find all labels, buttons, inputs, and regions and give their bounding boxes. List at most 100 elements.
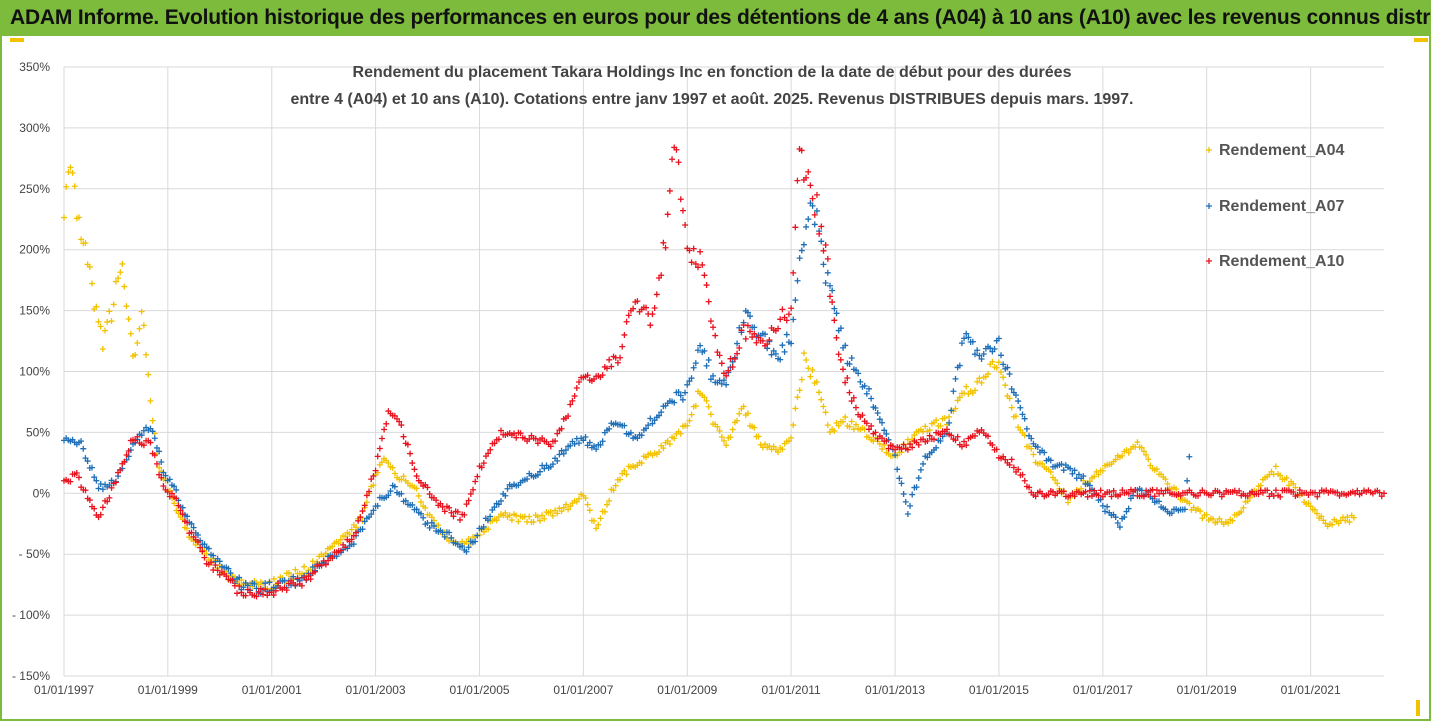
- data-point: [374, 453, 381, 460]
- data-point: [952, 405, 959, 412]
- data-point: [472, 538, 479, 545]
- data-point: [813, 191, 820, 198]
- data-point: [679, 396, 686, 403]
- data-point: [1238, 508, 1245, 515]
- data-point: [580, 437, 587, 444]
- data-point: [816, 230, 823, 237]
- data-point: [1153, 466, 1160, 473]
- data-point: [91, 474, 98, 481]
- header-band: ADAM Informe. Evolution historique des p…: [0, 0, 1431, 36]
- data-point: [173, 486, 180, 493]
- data-point: [692, 360, 699, 367]
- data-point: [978, 379, 985, 386]
- data-point: [601, 508, 608, 515]
- data-point: [1019, 411, 1026, 418]
- data-point: [989, 441, 996, 448]
- data-point: [467, 490, 474, 497]
- data-point: [958, 443, 965, 450]
- data-point: [818, 396, 825, 403]
- data-point: [348, 536, 355, 543]
- data-point: [441, 508, 448, 515]
- data-point: [1318, 513, 1325, 520]
- data-point: [75, 214, 82, 221]
- data-point: [716, 352, 723, 359]
- data-point: [370, 507, 377, 514]
- data-point: [437, 500, 444, 507]
- data-point: [117, 269, 124, 276]
- legend-label: Rendement_A07: [1219, 198, 1344, 215]
- data-point: [164, 488, 171, 495]
- data-point: [863, 390, 870, 397]
- data-point: [1008, 404, 1015, 411]
- data-point: [1320, 517, 1327, 524]
- data-point: [965, 334, 972, 341]
- data-point: [649, 311, 656, 318]
- data-point: [1114, 520, 1121, 527]
- data-point: [307, 576, 314, 583]
- data-point: [1311, 506, 1318, 513]
- data-point: [342, 544, 349, 551]
- data-point: [597, 441, 604, 448]
- data-point: [811, 221, 818, 228]
- data-point: [961, 390, 968, 397]
- data-point: [900, 441, 907, 448]
- data-point: [537, 468, 544, 475]
- data-point: [701, 347, 708, 354]
- data-point: [1101, 508, 1108, 515]
- data-point: [1329, 521, 1336, 528]
- data-point: [1006, 370, 1013, 377]
- data-point: [554, 457, 561, 464]
- data-point: [606, 356, 613, 363]
- x-tick-label: 01/01/2021: [1281, 683, 1341, 697]
- data-point: [855, 370, 862, 377]
- data-point: [1012, 413, 1019, 420]
- data-point: [398, 490, 405, 497]
- data-point: [740, 403, 747, 410]
- data-point: [1021, 415, 1028, 422]
- data-point: [428, 519, 435, 526]
- data-point: [662, 244, 669, 251]
- data-point: [653, 291, 660, 298]
- data-point: [121, 458, 128, 465]
- data-point: [933, 444, 940, 451]
- data-point: [1106, 489, 1113, 496]
- data-point: [1026, 484, 1033, 491]
- data-point: [1006, 461, 1013, 468]
- legend-item: Rendement_A07: [1206, 198, 1344, 215]
- data-point: [517, 430, 524, 437]
- data-point: [565, 413, 572, 420]
- data-point: [484, 517, 491, 524]
- data-point: [718, 360, 725, 367]
- data-point: [684, 422, 691, 429]
- data-point: [424, 484, 431, 491]
- data-point: [156, 464, 163, 471]
- data-point: [309, 563, 316, 570]
- data-point: [971, 432, 978, 439]
- data-point: [1164, 480, 1171, 487]
- data-point: [824, 422, 831, 429]
- data-point: [378, 459, 385, 466]
- data-point: [387, 488, 394, 495]
- data-point: [495, 501, 502, 508]
- data-point: [809, 202, 816, 209]
- data-point: [809, 195, 816, 202]
- data-point: [101, 327, 108, 334]
- data-point: [831, 427, 838, 434]
- data-point: [502, 509, 509, 516]
- data-point: [734, 350, 741, 357]
- data-point: [112, 278, 119, 285]
- data-point: [127, 330, 134, 337]
- data-point: [283, 587, 290, 594]
- data-point: [472, 478, 479, 485]
- data-point: [705, 403, 712, 410]
- data-point: [805, 365, 812, 372]
- data-point: [876, 416, 883, 423]
- data-point: [718, 433, 725, 440]
- data-point: [1047, 457, 1054, 464]
- data-point: [705, 298, 712, 305]
- data-point: [859, 412, 866, 419]
- data-point: [530, 519, 537, 526]
- data-point: [84, 458, 91, 465]
- data-point: [956, 362, 963, 369]
- data-point: [366, 488, 373, 495]
